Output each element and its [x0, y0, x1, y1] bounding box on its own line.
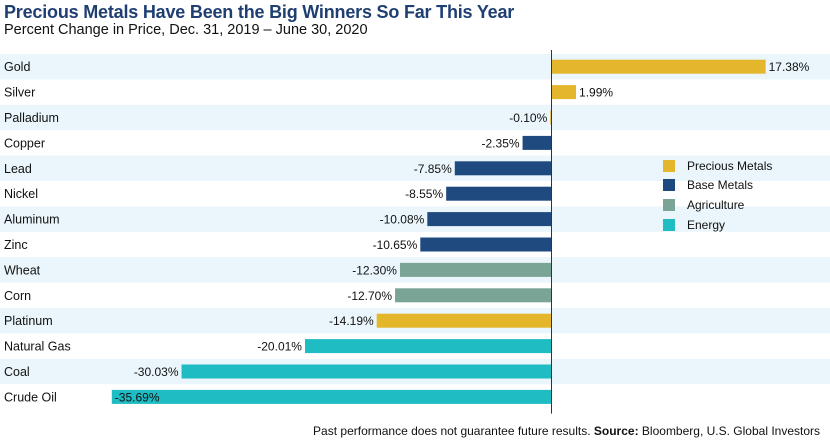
category-label: Platinum [4, 314, 53, 328]
data-label: -10.08% [380, 213, 425, 227]
category-label: Lead [4, 162, 32, 176]
data-label: -30.03% [134, 365, 179, 379]
data-label: -7.85% [414, 162, 452, 176]
data-label: -2.35% [482, 136, 520, 150]
category-label: Aluminum [4, 213, 60, 227]
bar [420, 237, 552, 252]
category-label: Zinc [4, 238, 28, 252]
chart-title: Precious Metals Have Been the Big Winner… [4, 2, 515, 22]
bar [376, 313, 552, 328]
bar [395, 288, 552, 303]
legend-item-energy: Energy [663, 215, 772, 235]
legend-swatch [663, 159, 675, 172]
bar [427, 212, 552, 227]
legend-label: Agriculture [687, 197, 745, 212]
category-label: Corn [4, 289, 31, 303]
chart-subtitle: Percent Change in Price, Dec. 31, 2019 –… [4, 22, 368, 38]
data-label: 17.38% [769, 60, 810, 74]
bar [446, 186, 552, 201]
bar [551, 85, 577, 100]
data-label: -35.69% [115, 390, 160, 404]
legend-label: Precious Metals [687, 158, 773, 173]
legend-swatch [663, 218, 675, 231]
bar [111, 389, 552, 404]
category-label: Silver [4, 86, 35, 100]
legend-label: Base Metals [687, 178, 754, 193]
category-label: Palladium [4, 111, 59, 125]
source-label: Source: [593, 424, 639, 438]
data-label: -12.30% [352, 263, 397, 277]
row-band [0, 104, 830, 131]
category-label: Coal [4, 365, 30, 379]
legend-label: Energy [687, 217, 726, 232]
row-band [0, 155, 830, 181]
data-label: -20.01% [257, 340, 302, 354]
disclaimer-text: Past performance does not guarantee futu… [313, 424, 591, 438]
footnote: Past performance does not guarantee futu… [313, 424, 820, 438]
legend-swatch [663, 179, 675, 192]
category-label: Wheat [4, 263, 41, 277]
source-text: Bloomberg, U.S. Global Investors [641, 424, 820, 438]
legend-swatch [663, 198, 675, 211]
bar-chart: Gold 17.38% Silver 1.99% Palladium -0.10% Copp… [0, 50, 830, 414]
legend-item-precious-metals: Precious Metals [663, 156, 772, 176]
category-label: Nickel [4, 187, 38, 201]
legend-item-agriculture: Agriculture [663, 195, 772, 215]
legend-item-base-metals: Base Metals [663, 176, 772, 196]
row-band [0, 206, 830, 232]
chart-legend: Precious Metals Base Metals Agriculture … [663, 156, 772, 234]
data-label: -12.70% [347, 289, 392, 303]
category-label: Gold [4, 60, 30, 74]
data-label: -0.10% [509, 111, 547, 125]
bar [399, 262, 552, 277]
bar [550, 110, 552, 125]
data-label: -14.19% [329, 314, 374, 328]
data-label: 1.99% [579, 86, 613, 100]
bar [454, 161, 552, 176]
category-label: Crude Oil [4, 390, 57, 404]
bar [181, 364, 552, 379]
category-label: Natural Gas [4, 340, 71, 354]
bar [551, 59, 766, 74]
bar [304, 339, 552, 354]
data-label: -10.65% [373, 238, 418, 252]
category-label: Copper [4, 136, 45, 150]
bar [522, 135, 552, 150]
data-label: -8.55% [405, 187, 443, 201]
